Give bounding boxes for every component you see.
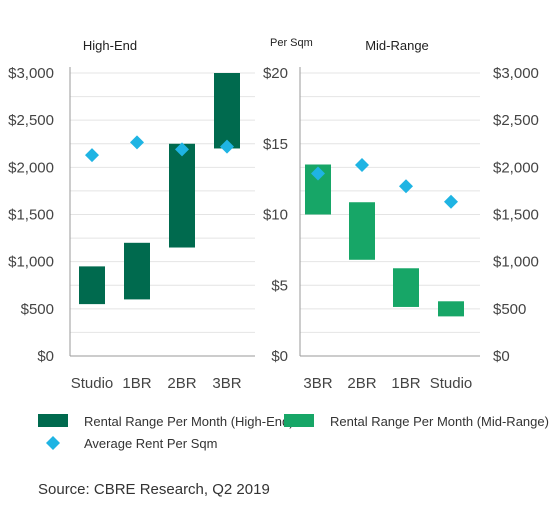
mid-range-panel-title: Mid-Range	[365, 38, 429, 53]
bar-studio	[438, 301, 464, 317]
per-sqm-y-axis: $0 $5 $10 $15 $20	[263, 65, 288, 365]
legend-high-end-label: Rental Range Per Month (High-End)	[84, 414, 294, 429]
bar-2br	[349, 202, 375, 260]
marker-2br	[355, 157, 369, 172]
right-y-tick-label: $2,500	[493, 112, 539, 129]
right-y-tick-label: $500	[493, 301, 526, 318]
marker-studio	[444, 194, 458, 209]
bar-1br	[393, 268, 419, 307]
bar-2br	[169, 143, 195, 248]
y-tick-label: $1,000	[8, 254, 54, 271]
right-y-tick-label: $1,500	[493, 207, 539, 224]
bar-1br	[124, 242, 150, 300]
marker-1br	[130, 135, 144, 150]
marker-3br	[220, 139, 234, 154]
right-y-tick-label: $1,000	[493, 254, 539, 271]
y-tick-label: $2,500	[8, 112, 54, 129]
marker-3br	[311, 166, 325, 181]
high-end-panel-title: High-End	[83, 38, 137, 53]
x-tick-label-3br: 3BR	[212, 375, 241, 392]
y-tick-label: $1,500	[8, 207, 54, 224]
mid-range-markers	[311, 157, 458, 209]
x-tick-label-2br: 2BR	[347, 375, 376, 392]
source-note: Source: CBRE Research, Q2 2019	[38, 481, 270, 498]
mid-range-right-y-axis: $0 $500 $1,000 $1,500 $2,000 $2,500 $3,000	[493, 65, 539, 365]
high-end-y-axis: $0 $500 $1,000 $1,500 $2,000 $2,500 $3,000	[8, 65, 54, 365]
right-y-tick-label: $0	[493, 348, 510, 365]
legend-mid-range-swatch	[284, 414, 314, 427]
x-tick-label-1br: 1BR	[122, 375, 151, 392]
legend-high-end-swatch	[38, 414, 68, 427]
mid-range-bars	[305, 164, 464, 317]
per-sqm-unit-label: Per Sqm	[270, 37, 313, 49]
y-tick-label: $3,000	[8, 65, 54, 82]
high-end-bars	[79, 73, 240, 305]
bar-3br	[214, 73, 240, 149]
right-y-tick-label: $2,000	[493, 159, 539, 176]
x-tick-label-studio: Studio	[71, 375, 114, 392]
x-tick-label-studio: Studio	[430, 375, 473, 392]
per-sqm-tick-label: $0	[271, 348, 288, 365]
bar-studio	[79, 266, 105, 305]
y-tick-label: $0	[37, 348, 54, 365]
x-tick-label-2br: 2BR	[167, 375, 196, 392]
per-sqm-tick-label: $20	[263, 65, 288, 82]
per-sqm-tick-label: $10	[263, 207, 288, 224]
legend-diamond-marker-icon	[46, 436, 60, 450]
legend: Rental Range Per Month (High-End) Rental…	[38, 414, 549, 451]
marker-2br	[175, 142, 189, 157]
per-sqm-tick-label: $5	[271, 277, 288, 294]
right-y-tick-label: $3,000	[493, 65, 539, 82]
marker-1br	[399, 179, 413, 194]
high-end-markers	[85, 135, 234, 163]
marker-studio	[85, 148, 99, 163]
y-tick-label: $2,000	[8, 159, 54, 176]
legend-mid-range-label: Rental Range Per Month (Mid-Range)	[330, 414, 549, 429]
y-tick-label: $500	[21, 301, 54, 318]
x-tick-label-1br: 1BR	[391, 375, 420, 392]
legend-marker-label: Average Rent Per Sqm	[84, 436, 217, 451]
high-end-x-axis: Studio 1BR 2BR 3BR	[71, 375, 242, 392]
x-tick-label-3br: 3BR	[303, 375, 332, 392]
mid-range-x-axis: 3BR 2BR 1BR Studio	[303, 375, 472, 392]
per-sqm-tick-label: $15	[263, 136, 288, 153]
